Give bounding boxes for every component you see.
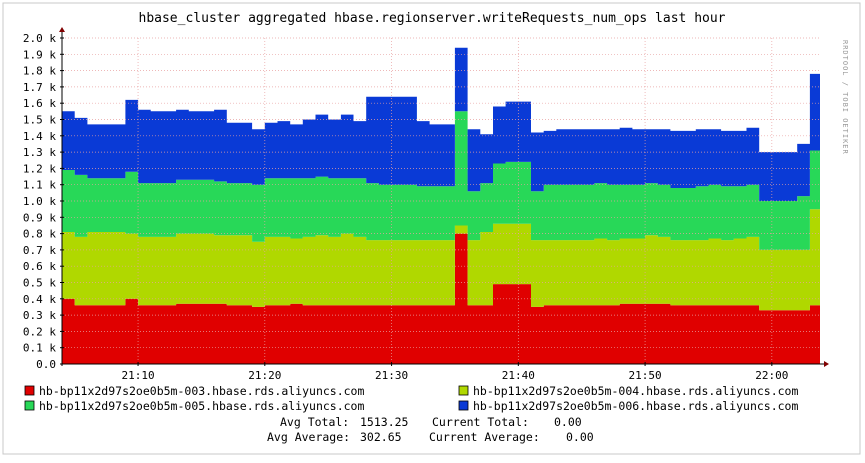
y-tick-label: 0.2 k [23, 325, 56, 338]
y-tick-label: 0.8 k [23, 228, 56, 241]
y-tick-label: 0.9 k [23, 211, 56, 224]
avg-average-value: 302.65 [360, 430, 402, 444]
avg-average-label: Avg Average: [267, 430, 350, 444]
y-tick-label: 0.7 k [23, 244, 56, 257]
series-area-4 [62, 47, 820, 201]
legend-label: hb-bp11x2d97s2oe0b5m-004.hbase.rds.aliyu… [473, 384, 798, 398]
y-tick-label: 1.7 k [23, 81, 56, 94]
y-tick-label: 0.4 k [23, 293, 56, 306]
legend-label: hb-bp11x2d97s2oe0b5m-005.hbase.rds.aliyu… [39, 399, 364, 413]
legend: hb-bp11x2d97s2oe0b5m-003.hbase.rds.aliyu… [24, 384, 798, 413]
x-tick-label: 21:30 [375, 369, 408, 382]
y-tick-label: 1.3 k [23, 146, 56, 159]
x-tick-label: 21:10 [121, 369, 154, 382]
y-tick-label: 0.1 k [23, 342, 56, 355]
y-tick-label: 1.0 k [23, 195, 56, 208]
y-axis-ticks: 0.0 0.1 k 0.2 k 0.3 k 0.4 k 0.5 k 0.6 k 0.7 k 0.… [23, 32, 64, 371]
y-tick-label: 1.4 k [23, 130, 56, 143]
y-tick-label: 0.6 k [23, 260, 56, 273]
current-average-value: 0.00 [566, 430, 594, 444]
x-axis-ticks: 21:10 21:20 21:30 21:40 21:50 22:00 [121, 362, 788, 382]
legend-swatch [24, 385, 35, 396]
current-total-value: 0.00 [554, 415, 582, 429]
x-tick-label: 22:00 [755, 369, 788, 382]
avg-total-label: Avg Total: [280, 415, 349, 429]
legend-label: hb-bp11x2d97s2oe0b5m-006.hbase.rds.aliyu… [473, 399, 798, 413]
y-tick-label: 1.2 k [23, 162, 56, 175]
legend-swatch [24, 400, 35, 411]
y-tick-label: 2.0 k [23, 32, 56, 45]
x-axis-arrow [824, 361, 829, 367]
legend-label: hb-bp11x2d97s2oe0b5m-003.hbase.rds.aliyu… [39, 384, 364, 398]
y-axis-arrow [59, 27, 65, 32]
rrdtool-credit: RRDTOOL / TOBI OETIKER [841, 40, 849, 155]
grid-lines [62, 37, 820, 364]
y-tick-label: 0.0 [36, 358, 56, 371]
y-tick-label: 1.9 k [23, 48, 56, 61]
avg-total-value: 1513.25 [360, 415, 408, 429]
y-tick-label: 1.1 k [23, 179, 56, 192]
stats-block: Avg Total: 1513.25 Current Total: 0.00 A… [267, 415, 594, 444]
series-area-2 [62, 209, 820, 311]
x-tick-label: 21:40 [502, 369, 535, 382]
x-tick-label: 21:50 [629, 369, 662, 382]
y-tick-label: 1.8 k [23, 65, 56, 78]
x-tick-label: 21:20 [248, 369, 281, 382]
series-area-3 [62, 111, 820, 250]
axes [59, 27, 829, 367]
chart-title: hbase_cluster aggregated hbase.regionser… [139, 11, 726, 26]
y-tick-label: 0.5 k [23, 277, 56, 290]
y-tick-label: 1.5 k [23, 114, 56, 127]
legend-swatch [458, 385, 469, 396]
y-tick-label: 1.6 k [23, 97, 56, 110]
current-average-label: Current Average: [429, 430, 540, 444]
current-total-label: Current Total: [432, 415, 529, 429]
legend-swatch [458, 400, 469, 411]
y-tick-label: 0.3 k [23, 309, 56, 322]
